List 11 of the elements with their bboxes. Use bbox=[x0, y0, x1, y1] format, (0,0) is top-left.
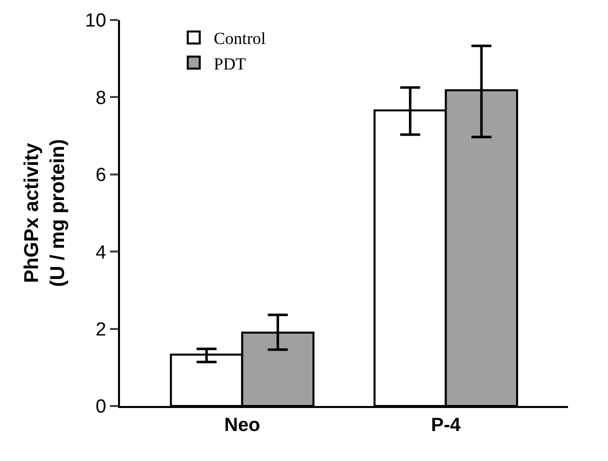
legend-label: PDT bbox=[214, 54, 246, 74]
y-tick-label: 6 bbox=[96, 165, 106, 186]
y-axis-title: PhGPx activity (U / mg protein) bbox=[21, 139, 70, 287]
y-tick-label: 10 bbox=[85, 10, 106, 32]
y-tick-label: 4 bbox=[96, 242, 107, 264]
y-tick-label: 2 bbox=[96, 319, 106, 340]
y-tick-label: 8 bbox=[96, 88, 106, 109]
legend-label: Control bbox=[214, 29, 266, 48]
y-tick-label: 0 bbox=[96, 396, 106, 418]
x-tick-label: P-4 bbox=[431, 414, 462, 436]
x-tick-label: Neo bbox=[224, 414, 260, 436]
